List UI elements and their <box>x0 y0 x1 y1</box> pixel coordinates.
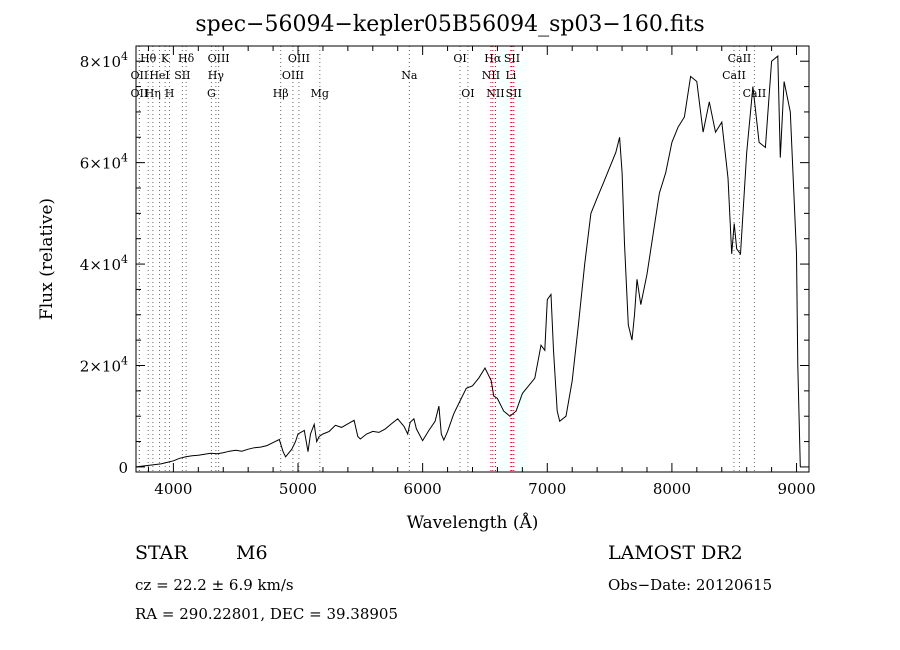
observation-date: Obs−Date: 20120615 <box>608 576 773 594</box>
x-tick-label: 9000 <box>777 480 815 498</box>
line-label: SII <box>174 69 190 82</box>
y-tick-label: 0 <box>118 459 128 477</box>
line-label: SII <box>506 87 522 100</box>
x-tick-label: 6000 <box>404 480 442 498</box>
x-tick-label: 7000 <box>528 480 566 498</box>
line-label: K <box>161 52 170 65</box>
line-label: OII <box>131 87 149 100</box>
x-axis-label: Wavelength (Å) <box>407 512 539 533</box>
y-axis-label: Flux (relative) <box>37 198 57 320</box>
flux-series-line <box>135 55 801 468</box>
line-label: CaII <box>728 52 752 65</box>
line-label: CaII <box>743 87 767 100</box>
redshift-info: cz = 22.2 ± 6.9 km/s <box>135 576 294 594</box>
line-label: Hγ <box>208 69 225 82</box>
line-label: OIII <box>282 69 304 82</box>
chart-title: spec−56094−kepler05B56094_sp03−160.fits <box>195 12 705 37</box>
line-label: CaII <box>722 69 746 82</box>
spectral-line-markers <box>138 46 755 472</box>
line-label: NII <box>486 87 504 100</box>
x-tick-label: 4000 <box>154 480 192 498</box>
y-tick-label: 4×104 <box>80 253 128 274</box>
line-label: OI <box>461 87 474 100</box>
line-label: SII <box>504 52 520 65</box>
line-label: OII <box>131 69 149 82</box>
line-label: Hβ <box>273 87 289 100</box>
x-tick-label: 5000 <box>279 480 317 498</box>
line-label: Hδ <box>178 52 195 65</box>
line-label: Hη <box>145 87 161 100</box>
object-subclass: M6 <box>236 542 268 564</box>
line-label: G <box>207 87 216 100</box>
line-label: HeI <box>149 69 169 82</box>
y-tick-label: 6×104 <box>80 152 128 173</box>
line-label: OI <box>453 52 466 65</box>
line-label: Hα <box>484 52 502 65</box>
x-tick-label: 8000 <box>653 480 691 498</box>
axis-ticks: 4000 5000 6000 7000 8000 9000 0 2×104 4×104 6×104… <box>80 46 816 498</box>
line-label: Mg <box>311 87 329 100</box>
line-label: Li <box>505 69 516 82</box>
line-label: OIII <box>208 52 230 65</box>
y-tick-label: 8×104 <box>80 50 128 71</box>
object-class: STAR <box>135 542 188 564</box>
line-label: Hθ <box>140 52 157 65</box>
survey-name: LAMOST DR2 <box>608 542 743 564</box>
coordinates: RA = 290.22801, DEC = 39.38905 <box>135 605 399 623</box>
line-label: OIII <box>288 52 310 65</box>
line-label: Na <box>401 69 418 82</box>
line-label: H <box>165 87 175 100</box>
y-tick-label: 2×104 <box>80 355 128 376</box>
line-label: NII <box>482 69 500 82</box>
